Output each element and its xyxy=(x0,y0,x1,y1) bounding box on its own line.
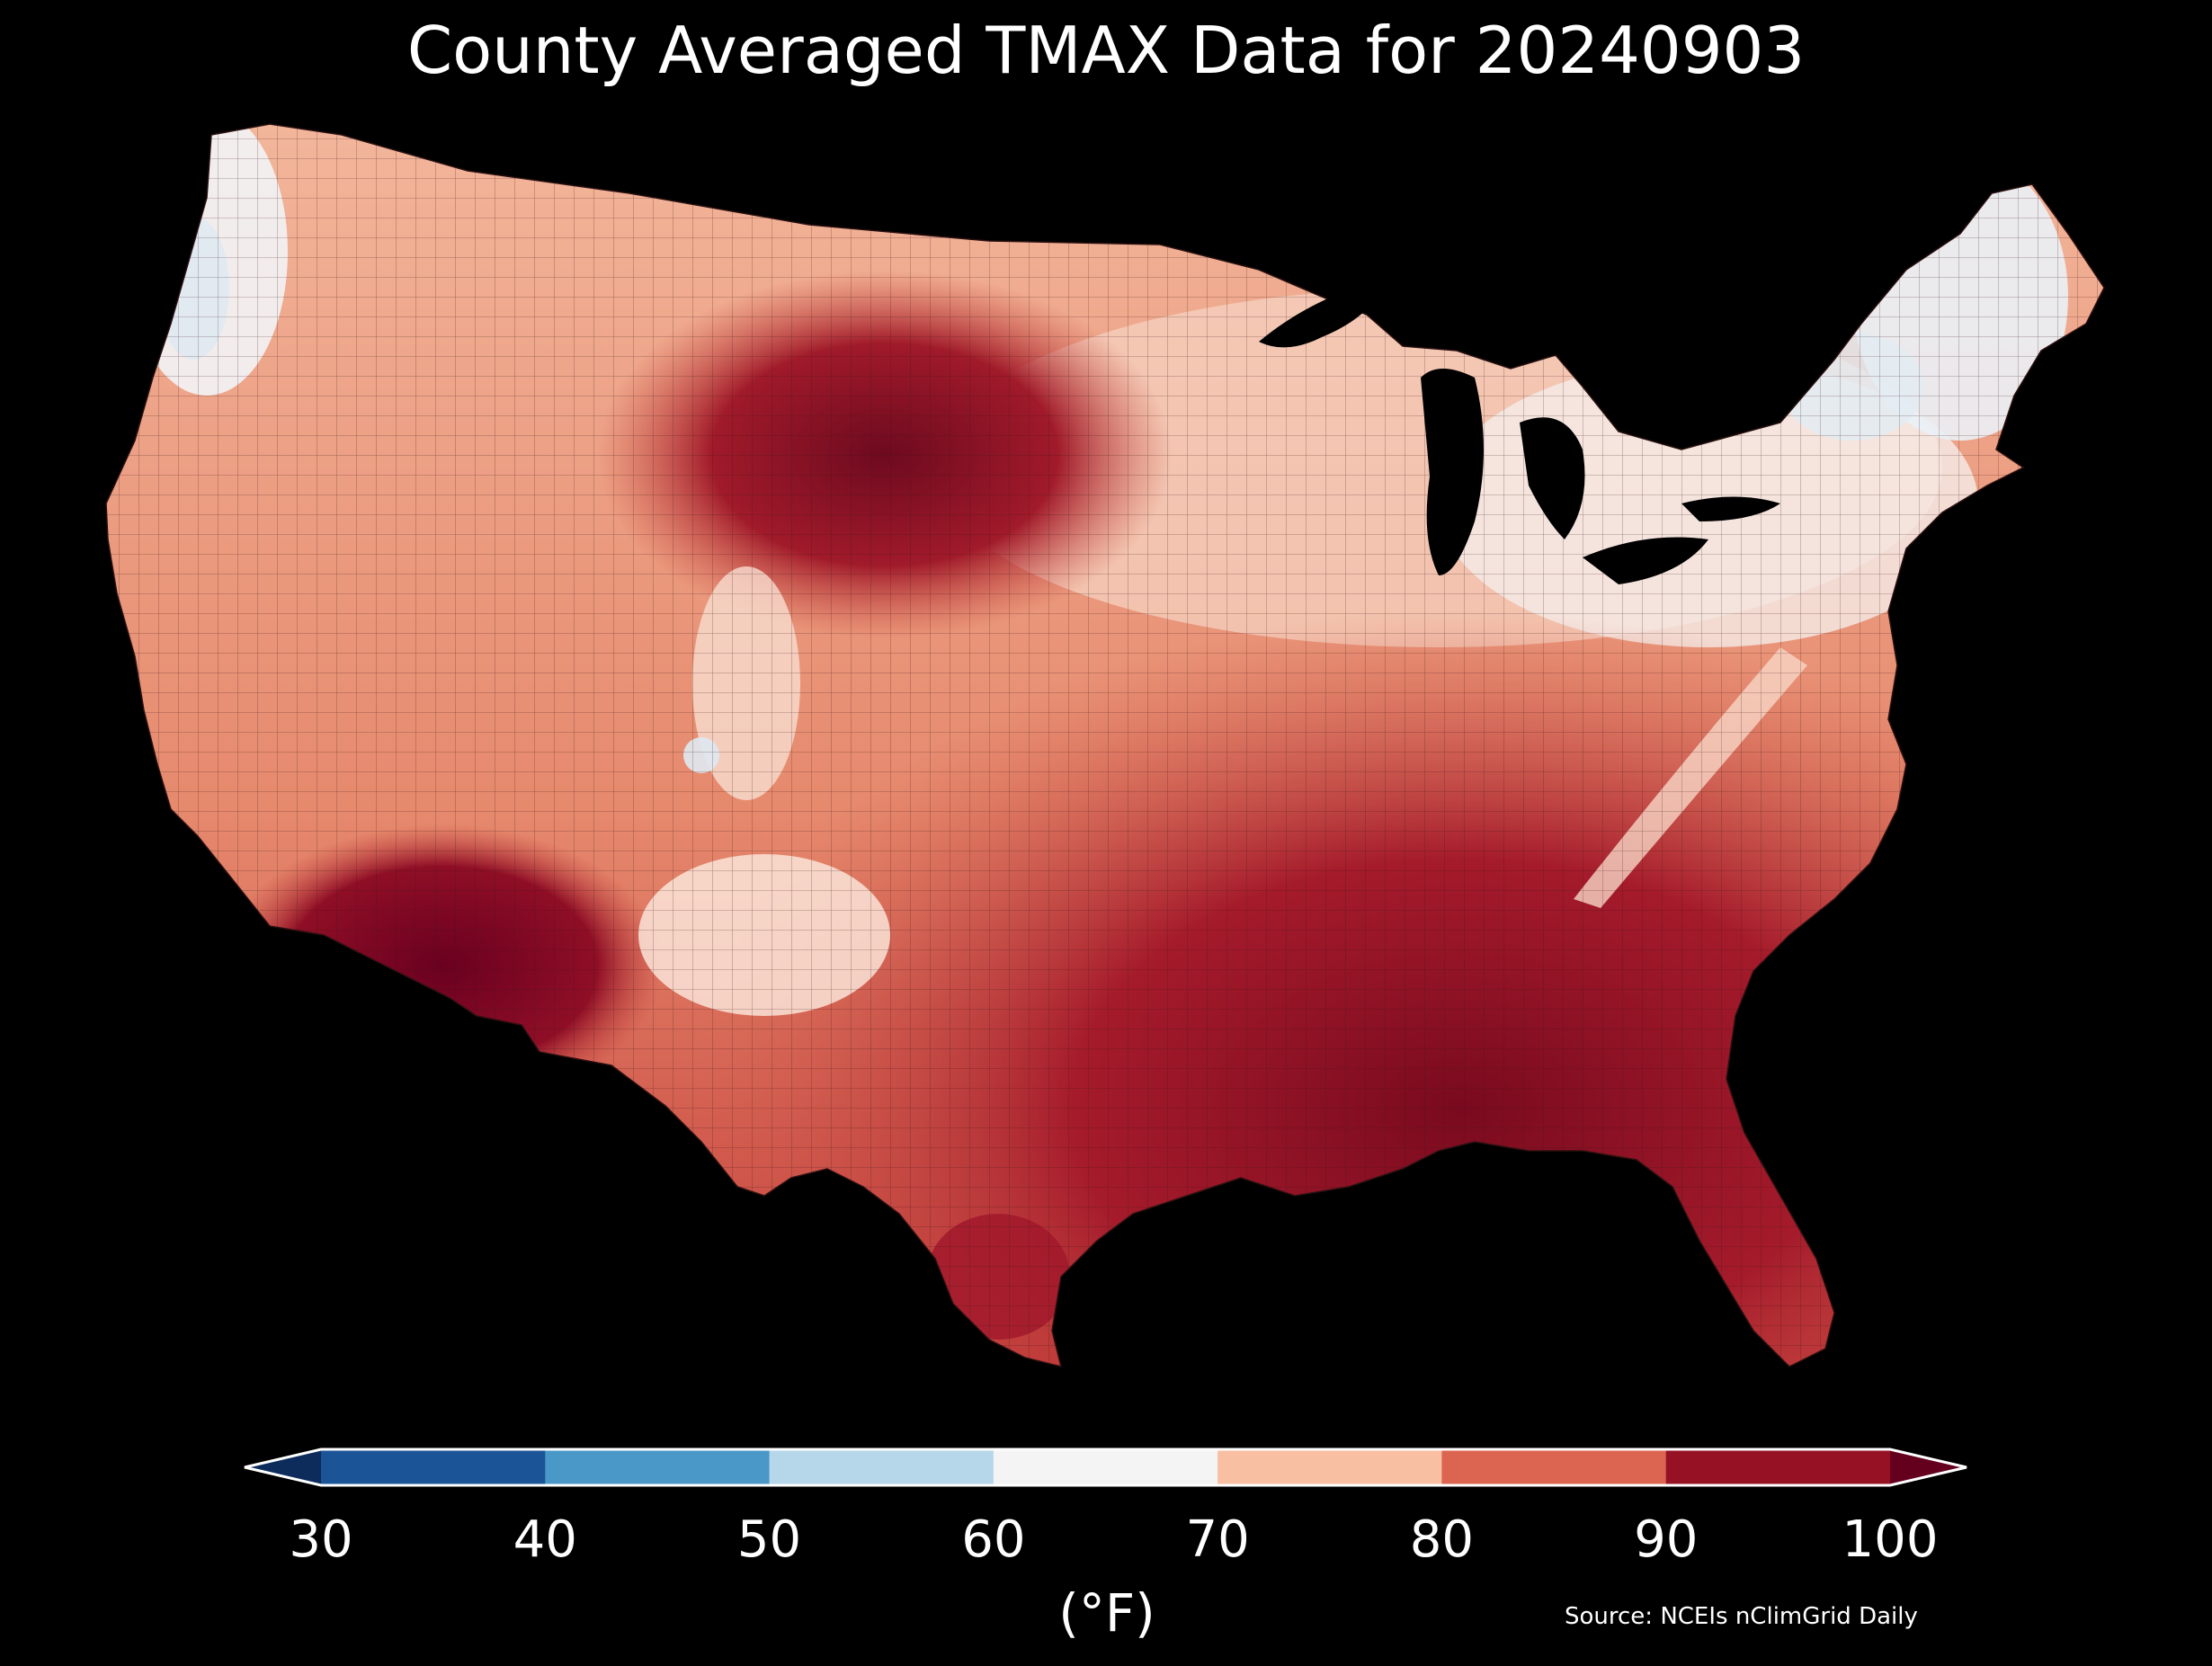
colorbar-bin-80-90 xyxy=(1441,1449,1667,1485)
us-county-map xyxy=(105,123,2105,1368)
colorbar-tick-label: 100 xyxy=(1842,1510,1939,1569)
great-lakes xyxy=(1259,279,1780,584)
map-title: County Averaged TMAX Data for 20240903 xyxy=(406,13,1806,88)
colorbar-bin-70-80 xyxy=(1217,1449,1442,1485)
choropleth-fill xyxy=(106,124,2104,1367)
colorbar-tick-label: 50 xyxy=(736,1510,802,1569)
colorbar-unit-label: (°F) xyxy=(1058,1582,1155,1644)
colorbar-tick-label: 60 xyxy=(961,1510,1026,1569)
colorbar-bin-40-50 xyxy=(545,1449,771,1485)
colorbar-bin-30-40 xyxy=(321,1449,546,1485)
colorbar-bin-50-60 xyxy=(769,1449,995,1485)
colorbar-bin-60-70 xyxy=(993,1449,1218,1485)
colorbar-tick-label: 70 xyxy=(1185,1510,1250,1569)
colorbar-tick-label: 90 xyxy=(1634,1510,1699,1569)
source-note: Source: NCEIs nClimGrid Daily xyxy=(1565,1603,1918,1630)
colorbar-tick-label: 80 xyxy=(1409,1510,1475,1569)
colorbar-bin-lt30 xyxy=(245,1449,321,1485)
colorbar-tick-label: 40 xyxy=(513,1510,577,1569)
colorbar-tick-label: 30 xyxy=(289,1510,353,1569)
colorbar-bin-90-100 xyxy=(1665,1449,1891,1485)
colorbar-bin-gt100 xyxy=(1890,1449,1967,1485)
